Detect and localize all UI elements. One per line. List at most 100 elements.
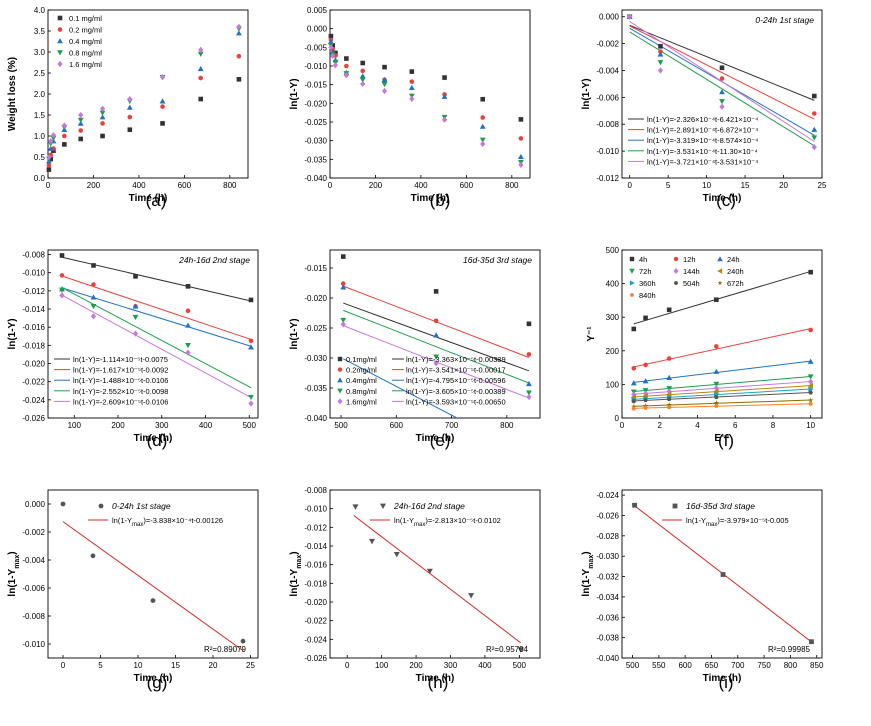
- stage-title: 24h-16d 2nd stage: [178, 255, 250, 265]
- data-point: [99, 105, 106, 112]
- y-tick-label: 1.5: [34, 111, 46, 120]
- y-axis-label: Y⁻¹: [586, 326, 597, 342]
- panel-label: (h): [428, 673, 449, 692]
- panel-g: 0 5 10 15 20 25 0.000 -0.002 -0.004 -0.006 -0.008 -…: [7, 489, 259, 692]
- x-tick-label: 800: [505, 181, 519, 190]
- y-axis-label: ln(1-Y): [581, 78, 592, 109]
- x-tick-label: 200: [369, 181, 383, 190]
- data-point: [719, 99, 725, 105]
- data-point: [382, 64, 387, 70]
- data-point: [714, 403, 719, 408]
- legend-marker: [629, 256, 635, 262]
- y-tick-label: -0.006: [596, 93, 619, 102]
- x-tick-label: 400: [199, 421, 213, 430]
- data-point: [526, 380, 532, 387]
- data-point: [159, 98, 166, 104]
- data-point: [627, 13, 633, 20]
- data-point: [433, 289, 439, 294]
- data-point: [78, 136, 84, 142]
- y-tick-label: 2.5: [34, 69, 46, 78]
- x-tick-label: 4: [695, 421, 700, 430]
- y-tick-label: -0.026: [304, 654, 327, 663]
- y-axis-label: Weight loss (%): [7, 57, 18, 131]
- x-axis-label: E⁻¹: [714, 433, 730, 444]
- y-tick-label: 100: [606, 380, 620, 389]
- x-tick-label: 10: [806, 421, 815, 430]
- fit-line: [62, 521, 244, 652]
- data-point: [127, 114, 133, 120]
- y-tick-label: 400: [606, 280, 620, 289]
- data-point: [50, 132, 57, 139]
- legend-label: 0.2 mg/ml: [69, 26, 102, 35]
- legend-marker: [98, 503, 104, 509]
- x-axis-label: Time (h): [134, 433, 173, 444]
- data-point: [666, 402, 672, 408]
- x-tick-label: 800: [784, 661, 798, 670]
- y-tick-label: -0.010: [304, 505, 327, 514]
- data-point: [719, 89, 725, 95]
- x-tick-label: 0: [345, 661, 350, 670]
- x-tick-label: 700: [731, 661, 745, 670]
- y-tick-label: -0.020: [304, 598, 327, 607]
- plot-frame: [329, 249, 541, 419]
- y-tick-label: -0.020: [22, 360, 45, 369]
- y-tick-label: -0.036: [596, 613, 619, 622]
- data-point: [811, 135, 818, 141]
- data-point: [126, 104, 133, 110]
- data-point: [381, 76, 388, 83]
- y-tick-label: 0.000: [25, 500, 46, 509]
- plot-frame: [47, 249, 259, 419]
- data-point: [91, 282, 96, 287]
- data-point: [160, 104, 165, 109]
- legend-label: 360h: [639, 279, 656, 288]
- legend-label: ln(1-Y)=-2.891×10⁻⁴t-6.872×10⁻⁴: [647, 126, 758, 135]
- x-tick-label: 500: [243, 421, 257, 430]
- y-tick-label: -0.010: [22, 269, 45, 278]
- y-tick-label: -0.022: [304, 617, 327, 626]
- fit-line: [61, 275, 252, 340]
- data-point: [631, 365, 637, 371]
- data-point: [359, 73, 366, 79]
- legend-fit-label: ln(1-Y)=-4.795×10⁻⁵t-0.00596: [406, 376, 506, 385]
- data-point: [631, 406, 636, 411]
- data-point: [369, 538, 375, 545]
- data-point: [517, 647, 524, 653]
- data-point: [185, 322, 191, 328]
- legend-fit-label: ln(1-Y)=-3.541×10⁻⁵t-0.00017: [406, 366, 506, 375]
- data-point: [657, 60, 664, 66]
- legend-label: ln(1-Y)=-2.326×10⁻⁴t-6.421×10⁻⁴: [647, 115, 758, 124]
- legend-label: ln(1-Y)=-2.609×10⁻⁵t-0.0106: [73, 397, 168, 406]
- x-tick-label: 10: [702, 181, 711, 190]
- data-point: [409, 95, 415, 102]
- x-tick-label: 5: [98, 661, 103, 670]
- fit-line: [633, 391, 811, 402]
- x-axis-label: Time (h): [703, 193, 742, 204]
- data-point: [807, 382, 813, 389]
- legend-marker: [337, 398, 343, 405]
- fit-line: [633, 388, 811, 400]
- data-point: [719, 76, 725, 81]
- data-point: [409, 79, 415, 84]
- data-point: [90, 304, 97, 310]
- x-tick-label: 600: [678, 661, 692, 670]
- plot-frame: [47, 9, 249, 179]
- x-tick-label: 800: [223, 181, 237, 190]
- x-tick-label: 600: [178, 181, 192, 190]
- fit-line: [353, 515, 522, 644]
- data-point: [48, 156, 54, 162]
- fit-line: [629, 21, 815, 142]
- y-axis-label: ln(1-Ymax): [581, 551, 595, 596]
- x-tick-label: 20: [209, 661, 218, 670]
- legend-label: 144h: [683, 267, 700, 276]
- y-tick-label: -0.015: [304, 81, 327, 90]
- y-tick-label: -0.025: [304, 118, 327, 127]
- legend-label: 672h: [727, 279, 744, 288]
- y-tick-label: -0.010: [596, 147, 619, 156]
- legend-marker: [57, 60, 63, 68]
- data-point: [236, 23, 242, 30]
- data-point: [713, 388, 719, 395]
- x-tick-label: 650: [705, 661, 719, 670]
- data-point: [90, 553, 96, 559]
- data-point: [666, 404, 672, 410]
- data-point: [48, 137, 54, 145]
